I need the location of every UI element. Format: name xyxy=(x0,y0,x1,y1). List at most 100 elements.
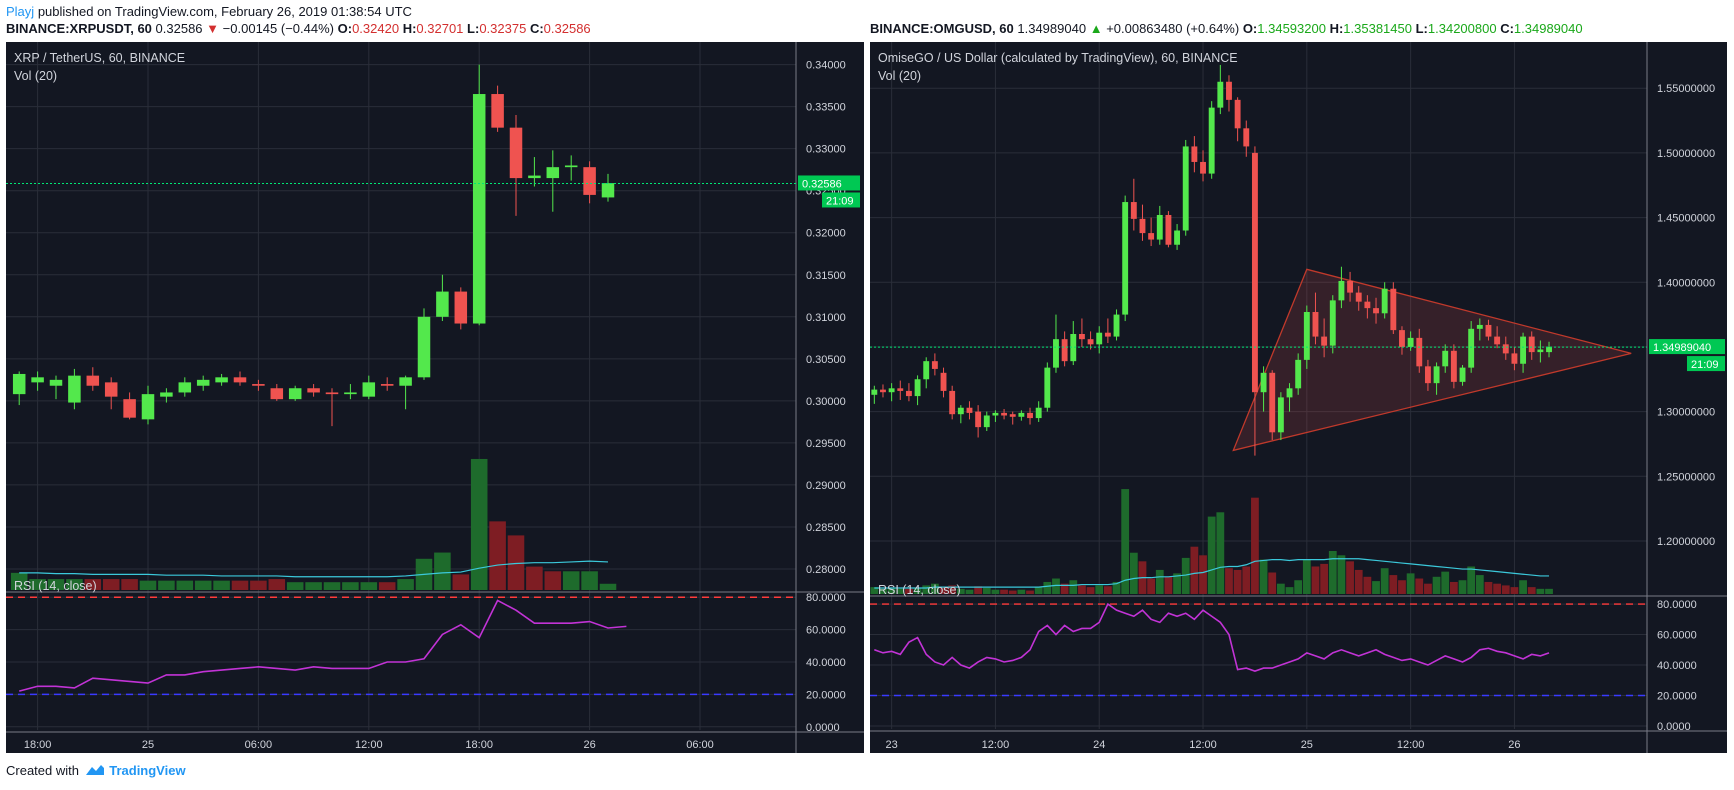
candle xyxy=(1303,305,1310,369)
tradingview-brand-link[interactable]: TradingView xyxy=(109,763,186,778)
rsi-tick-label: 80.0000 xyxy=(806,592,846,604)
candle xyxy=(1165,211,1172,248)
candle-body xyxy=(160,392,173,397)
price-tick-label: 1.55000000 xyxy=(1657,83,1715,95)
chart-panel-omg[interactable]: RSI (14, close) 1.55000000 1.50000000 1.450… xyxy=(870,42,1727,753)
candle-body xyxy=(141,394,155,420)
candle-body xyxy=(1381,288,1388,314)
rsi-label: RSI (14, close) xyxy=(878,583,961,597)
candle-body xyxy=(923,361,930,380)
candle-body xyxy=(215,377,228,383)
candle xyxy=(1113,309,1120,341)
candle-body xyxy=(564,165,578,168)
author-link[interactable]: Playj xyxy=(6,4,35,19)
volume-bar xyxy=(1199,555,1207,594)
candle xyxy=(1027,407,1033,425)
price-tick-label: 0.28500 xyxy=(806,522,846,534)
candle-body xyxy=(957,407,964,415)
volume-bar xyxy=(991,589,1000,594)
volume-bar xyxy=(930,583,939,594)
candle-body xyxy=(362,382,376,397)
price-tick-label: 0.32000 xyxy=(806,228,846,240)
candle xyxy=(1053,314,1059,373)
volume-bar xyxy=(599,583,617,590)
volume-bar xyxy=(360,582,378,590)
candle-body xyxy=(399,377,412,386)
candle-body xyxy=(1061,339,1068,362)
volume-bar xyxy=(974,586,983,594)
volume-bar xyxy=(1475,575,1484,594)
time-tick-label: 24 xyxy=(1093,739,1105,751)
candle-body xyxy=(454,291,468,324)
candle-body xyxy=(888,388,895,393)
footer: Created with TradingView xyxy=(6,763,186,778)
candle-body xyxy=(975,411,982,428)
candle xyxy=(1476,318,1483,341)
volume-bar xyxy=(965,589,974,594)
candle xyxy=(1200,150,1206,182)
candle xyxy=(141,385,155,425)
candle xyxy=(583,161,596,204)
candle xyxy=(417,308,431,380)
volume-ma-line xyxy=(19,560,609,578)
volume-bar xyxy=(397,579,414,590)
candle-body xyxy=(344,392,357,395)
candle-body xyxy=(931,361,938,369)
candle xyxy=(1347,271,1354,302)
volume-bar xyxy=(1510,587,1519,594)
candle xyxy=(1191,136,1198,173)
volume-bar xyxy=(1449,581,1458,594)
candle-body xyxy=(1416,337,1423,367)
candle xyxy=(1130,178,1137,231)
volume-bar xyxy=(158,580,175,590)
candle xyxy=(1286,383,1293,412)
candle xyxy=(215,373,228,386)
candle-body xyxy=(1407,337,1414,347)
rsi-line xyxy=(18,599,627,692)
candle xyxy=(399,375,412,410)
candle xyxy=(1234,97,1241,142)
candle xyxy=(472,64,486,326)
candle xyxy=(1078,318,1085,347)
volume-bar xyxy=(1302,559,1311,594)
rsi-tick-label: 20.0000 xyxy=(806,689,846,701)
candle xyxy=(957,405,964,424)
candle xyxy=(1260,366,1267,412)
candle-body xyxy=(270,388,284,400)
chart-panel-xrp[interactable]: RSI (14, close) 0.34000 0.33500 0.33000 0.32… xyxy=(6,42,864,753)
volume-bars xyxy=(870,489,1553,594)
candle-body xyxy=(1001,412,1008,416)
candle xyxy=(905,383,912,402)
candle xyxy=(880,384,886,398)
price-tick-label: 0.31500 xyxy=(806,270,846,282)
candle xyxy=(123,392,136,420)
chart-title: XRP / TetherUS, 60, BINANCE xyxy=(14,51,186,65)
volume-bar xyxy=(1441,571,1450,594)
time-tick-label: 18:00 xyxy=(24,739,52,751)
candle-body xyxy=(104,382,118,397)
candle xyxy=(1217,64,1224,115)
candle-body xyxy=(12,373,26,395)
symbol-header-xrp: BINANCE:XRPUSDT, 60 0.32586 ▼ −0.00145 (… xyxy=(6,21,591,36)
volume-bar xyxy=(1233,569,1242,594)
candle-body xyxy=(288,388,302,400)
candle xyxy=(1459,365,1466,386)
candle-body xyxy=(1122,202,1129,315)
candle xyxy=(233,371,247,386)
candle xyxy=(528,157,541,187)
candle xyxy=(1277,392,1284,441)
volume-bar xyxy=(1164,576,1173,594)
direction-icon: ▲ xyxy=(1089,21,1103,36)
candle-body xyxy=(1355,292,1362,302)
candle xyxy=(1502,336,1509,360)
candle-body xyxy=(1277,397,1284,433)
candle-body xyxy=(1502,344,1509,354)
volume-bar xyxy=(870,587,879,594)
volume-bar xyxy=(1173,573,1181,594)
candle-body xyxy=(86,375,100,386)
candle-body xyxy=(1200,161,1206,174)
volume-bar xyxy=(194,580,212,590)
candle xyxy=(1148,217,1155,247)
rsi-label: RSI (14, close) xyxy=(14,579,97,593)
candle-body xyxy=(1321,336,1328,346)
